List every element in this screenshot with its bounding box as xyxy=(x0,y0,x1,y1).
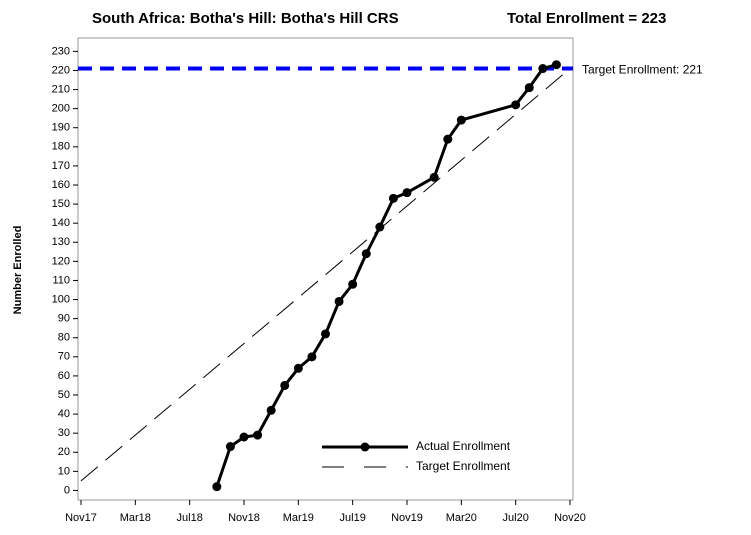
data-point xyxy=(321,329,330,339)
x-tick-label: Mar19 xyxy=(283,512,314,524)
y-tick-label: 170 xyxy=(52,160,70,172)
y-tick-label: 210 xyxy=(52,83,70,95)
data-point xyxy=(212,482,222,492)
chart-title: South Africa: Botha's Hill: Botha's Hill… xyxy=(92,10,399,27)
data-point xyxy=(511,100,521,110)
data-point xyxy=(524,83,534,93)
y-tick-label: 10 xyxy=(58,465,70,477)
x-tick-label: Nov20 xyxy=(554,512,586,524)
series-line xyxy=(215,63,557,488)
y-tick-label: 30 xyxy=(58,427,70,439)
x-tick-label: Jul18 xyxy=(177,512,203,524)
y-tick-label: 0 xyxy=(64,484,70,496)
y-tick-label: 200 xyxy=(52,103,70,115)
data-point xyxy=(388,193,398,203)
chart-subtitle: Total Enrollment = 223 xyxy=(507,10,666,27)
y-axis-label: Number Enrolled xyxy=(12,226,24,315)
data-point xyxy=(293,363,303,373)
target-label: Target Enrollment: 221 xyxy=(582,63,703,77)
y-tick-label: 110 xyxy=(52,274,70,286)
y-tick-label: 190 xyxy=(52,122,70,134)
data-point xyxy=(225,442,235,452)
y-tick-label: 70 xyxy=(58,351,70,363)
data-point xyxy=(348,279,358,289)
y-tick-label: 130 xyxy=(52,236,70,248)
x-tick-label: Jul19 xyxy=(340,512,366,524)
y-tick-label: 60 xyxy=(58,370,70,382)
y-tick-label: 120 xyxy=(52,255,70,267)
y-tick-label: 90 xyxy=(58,313,70,325)
data-point xyxy=(443,134,453,144)
y-tick-label: 180 xyxy=(52,141,70,153)
data-point xyxy=(361,249,371,259)
x-tick-label: Mar20 xyxy=(446,512,477,524)
data-point xyxy=(429,172,439,182)
x-tick-label: Nov19 xyxy=(391,512,423,524)
data-point xyxy=(375,222,385,232)
data-point xyxy=(551,60,561,70)
legend-label: Target Enrollment xyxy=(416,459,511,473)
y-tick-label: 50 xyxy=(58,389,70,401)
y-tick-label: 80 xyxy=(58,332,70,344)
x-tick-label: Nov18 xyxy=(228,512,260,524)
data-point xyxy=(266,405,276,415)
legend-label: Actual Enrollment xyxy=(416,439,511,453)
data-point xyxy=(402,188,412,198)
y-tick-label: 220 xyxy=(52,64,70,76)
y-tick-label: 230 xyxy=(52,45,70,57)
y-tick-label: 150 xyxy=(52,198,70,210)
data-point xyxy=(307,352,317,362)
legend-marker xyxy=(360,442,370,452)
x-tick-label: Nov17 xyxy=(65,512,97,524)
data-point xyxy=(538,64,548,74)
y-tick-label: 140 xyxy=(52,217,70,229)
data-point xyxy=(334,296,344,306)
data-point xyxy=(280,380,290,390)
y-tick-label: 40 xyxy=(58,408,70,420)
series-line xyxy=(80,68,571,482)
data-point xyxy=(253,430,263,440)
x-tick-label: Mar18 xyxy=(120,512,151,524)
y-tick-label: 100 xyxy=(52,293,70,305)
y-tick-label: 160 xyxy=(52,179,70,191)
x-tick-label: Jul20 xyxy=(503,512,529,524)
plot-frame xyxy=(77,37,574,501)
data-point xyxy=(456,115,466,125)
data-point xyxy=(239,432,249,442)
y-tick-label: 20 xyxy=(58,446,70,458)
